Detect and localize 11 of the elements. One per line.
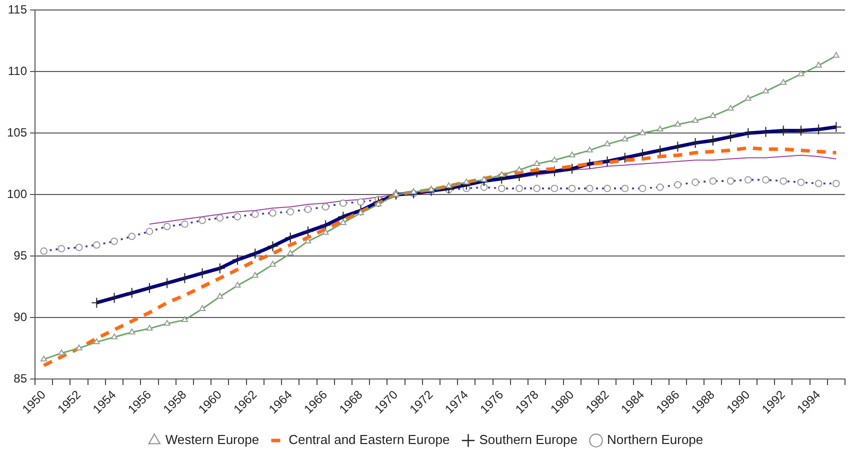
y-tick-label: 95	[14, 248, 28, 262]
y-tick-label: 115	[8, 2, 28, 17]
y-tick-label: 100	[6, 186, 28, 201]
y-tick-label: 90	[14, 310, 28, 324]
legend-label: Southern Europe	[479, 432, 578, 448]
legend-label: Western Europe	[165, 432, 260, 448]
y-tick-label: 85	[14, 371, 28, 386]
legend-label: Central and Eastern Europe	[288, 432, 450, 448]
y-tick-label: 105	[6, 125, 28, 140]
y-tick-label: 110	[8, 64, 28, 78]
legend-label: Northern Europe	[607, 432, 704, 448]
